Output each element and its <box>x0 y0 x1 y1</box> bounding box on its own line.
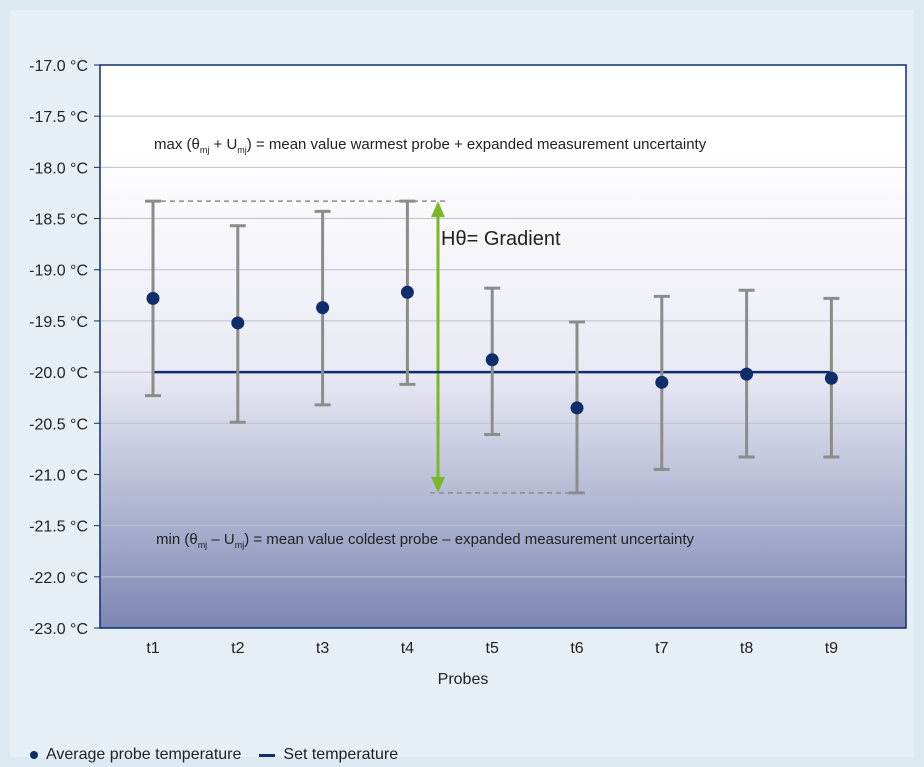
y-tick-label: -21.0 °C <box>29 467 88 484</box>
y-axis: -17.0 °C -17.5 °C -18.0 °C -18.5 °C -19.0 °C… <box>29 58 100 638</box>
y-tick-label: -23.0 °C <box>29 621 88 638</box>
y-tick-label: -17.5 °C <box>29 109 88 126</box>
data-point <box>146 291 160 305</box>
line-icon <box>259 753 276 757</box>
chart: -17.0 °C -17.5 °C -18.0 °C -18.5 °C -19.0 °C… <box>29 58 907 688</box>
legend-item-set: Set temperature <box>259 746 398 764</box>
x-tick-label: t1 <box>146 640 159 657</box>
x-tick-label: t3 <box>316 640 329 657</box>
chart-panel: -17.0 °C -17.5 °C -18.0 °C -18.5 °C -19.0 °C… <box>10 10 914 763</box>
y-tick-label: -19.5 °C <box>29 314 88 331</box>
y-tick-label: -17.0 °C <box>29 58 88 75</box>
data-point <box>231 316 245 330</box>
x-tick-label: t2 <box>231 640 244 657</box>
gradient-label: Hθ= Gradient <box>441 228 561 250</box>
y-tick-label: -20.5 °C <box>29 416 88 433</box>
data-point <box>485 353 499 367</box>
legend-label-average: Average probe temperature <box>46 746 242 763</box>
gradient-arrowhead-up <box>431 201 445 218</box>
legend-label-set: Set temperature <box>283 746 399 763</box>
min-annotation: min (θmj – Umj) = mean value coldest pro… <box>156 531 695 550</box>
data-point <box>400 285 414 299</box>
x-tick-label: t6 <box>570 640 583 657</box>
plot-frame <box>99 64 907 629</box>
plot-area <box>100 65 906 628</box>
dot-icon <box>30 751 38 759</box>
y-tick-label: -20.0 °C <box>29 365 88 382</box>
x-axis: t1 t2 t3 t4 t5 t6 t7 t8 t9 <box>146 640 838 657</box>
data-point <box>570 401 584 415</box>
x-tick-label: t4 <box>401 640 414 657</box>
y-tick-label: -22.0 °C <box>29 570 88 587</box>
max-annotation: max (θmj + Umj) = mean value warmest pro… <box>154 136 707 155</box>
y-tick-label: -21.5 °C <box>29 519 88 536</box>
data-point <box>316 301 330 315</box>
legend: Average probe temperature Set temperatur… <box>30 746 398 764</box>
data-point <box>740 367 754 381</box>
x-tick-label: t5 <box>486 640 499 657</box>
x-tick-label: t9 <box>825 640 838 657</box>
x-tick-label: t8 <box>740 640 753 657</box>
gradient-arrowhead-down <box>431 476 445 493</box>
y-tick-label: -18.5 °C <box>29 212 88 229</box>
x-axis-label: Probes <box>438 671 489 688</box>
x-tick-label: t7 <box>655 640 668 657</box>
data-point <box>655 375 669 389</box>
gradient-indicator <box>161 200 569 494</box>
data-point <box>824 371 838 385</box>
legend-item-average: Average probe temperature <box>30 746 241 764</box>
y-tick-label: -18.0 °C <box>29 160 88 177</box>
y-tick-label: -19.0 °C <box>29 263 88 280</box>
data-points <box>146 285 838 415</box>
